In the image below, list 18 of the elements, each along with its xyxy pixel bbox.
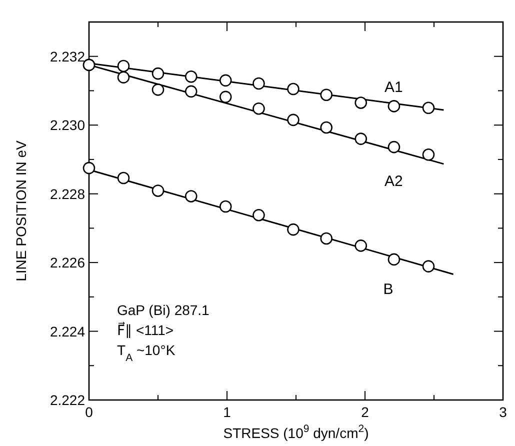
x-tick-label: 1 bbox=[223, 404, 232, 420]
x-tick-label: 2 bbox=[361, 404, 370, 420]
series-label: A1 bbox=[384, 78, 403, 96]
x-tick-label: 0 bbox=[85, 404, 94, 420]
annotation: T$_{A}$ ~10°K bbox=[117, 342, 176, 364]
y-tick-label: 2.230 bbox=[50, 117, 86, 134]
x-tick-label: 3 bbox=[499, 404, 508, 420]
y-axis-title: LINE POSITION IN eV bbox=[13, 140, 29, 282]
series-label: B bbox=[383, 281, 394, 298]
y-tick-label: 2.228 bbox=[50, 186, 86, 202]
y-tick-label: 2.232 bbox=[50, 48, 86, 64]
y-tick-label: 2.224 bbox=[50, 323, 86, 340]
x-axis-title: STRESS (10$^{9}$ dyn/cm$^{2}$) bbox=[223, 423, 369, 441]
y-tick-label: 2.222 bbox=[50, 392, 86, 408]
series-label: A2 bbox=[384, 172, 403, 190]
annotation: F⃗∥ <111> bbox=[117, 321, 174, 338]
y-tick-label: 2.226 bbox=[50, 254, 86, 271]
annotation: GaP (Bi) 287.1 bbox=[117, 302, 210, 318]
